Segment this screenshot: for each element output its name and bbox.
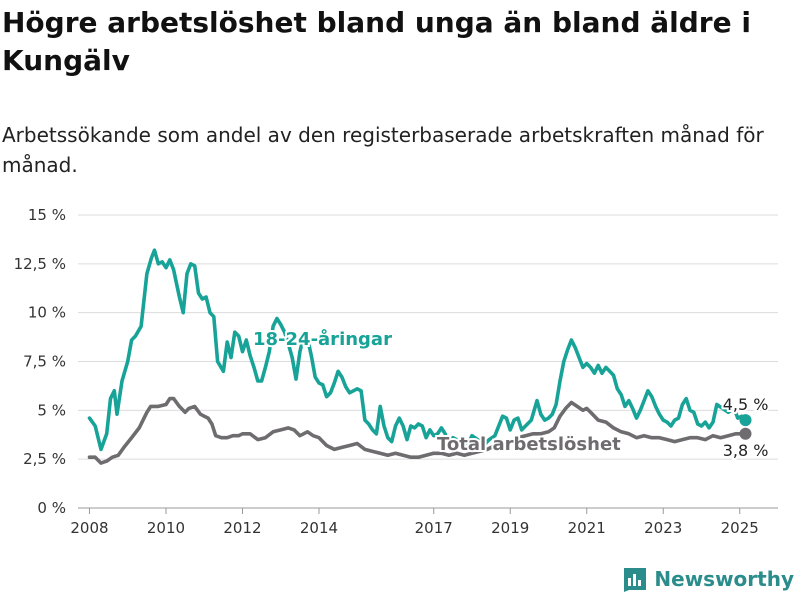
series-labels: 18-24-åringar Total arbetslöshet 4,5 % 3,8 … bbox=[251, 326, 770, 462]
x-tick-label: 2012 bbox=[223, 519, 261, 537]
x-tick-label: 2021 bbox=[568, 519, 606, 537]
series-lines bbox=[87, 248, 752, 465]
y-tick-label: 0 % bbox=[37, 499, 66, 517]
y-tick-label: 10 % bbox=[28, 304, 66, 322]
y-tick-label: 15 % bbox=[28, 206, 66, 224]
y-axis-ticks: 0 % 2,5 % 5 % 7,5 % 10 % 12,5 % 15 % bbox=[14, 206, 66, 517]
y-tick-label: 12,5 % bbox=[14, 255, 66, 273]
x-tick-label: 2017 bbox=[415, 519, 453, 537]
end-point-young bbox=[739, 414, 752, 427]
x-axis-ticks: 2008 2010 2012 2014 2017 2019 2021 2023 2025 bbox=[70, 508, 759, 537]
series-line-total bbox=[87, 396, 748, 465]
end-point-total bbox=[739, 427, 752, 440]
x-tick-label: 2008 bbox=[70, 519, 108, 537]
y-tick-label: 2,5 % bbox=[23, 450, 66, 468]
brand-name: Newsworthy bbox=[654, 567, 794, 591]
x-tick-label: 2025 bbox=[721, 519, 759, 537]
x-tick-label: 2010 bbox=[147, 519, 185, 537]
newsworthy-logo: Newsworthy bbox=[622, 566, 794, 592]
y-tick-label: 5 % bbox=[37, 401, 66, 419]
y-tick-label: 7,5 % bbox=[23, 353, 66, 371]
x-tick-label: 2014 bbox=[300, 519, 338, 537]
series-label-young: 18-24-åringar bbox=[253, 328, 392, 350]
grid-lines bbox=[78, 214, 778, 509]
line-chart: 0 %2,5 %5 %7,5 %10 %12,5 %15 % 2008 2010 2… bbox=[14, 206, 778, 537]
end-value-label-total: 3,8 % bbox=[723, 441, 769, 460]
series-label-total: Total arbetslöshet bbox=[437, 434, 621, 455]
end-value-label-young: 4,5 % bbox=[723, 395, 769, 414]
chart-title: Högre arbetslöshet bland unga än bland ä… bbox=[2, 6, 751, 77]
bar-chart-icon bbox=[624, 568, 647, 592]
x-tick-label: 2019 bbox=[491, 519, 529, 537]
series-line-young bbox=[87, 248, 748, 452]
chart-subtitle: Arbetssökande som andel av den registerb… bbox=[2, 123, 764, 177]
x-tick-label: 2023 bbox=[644, 519, 682, 537]
